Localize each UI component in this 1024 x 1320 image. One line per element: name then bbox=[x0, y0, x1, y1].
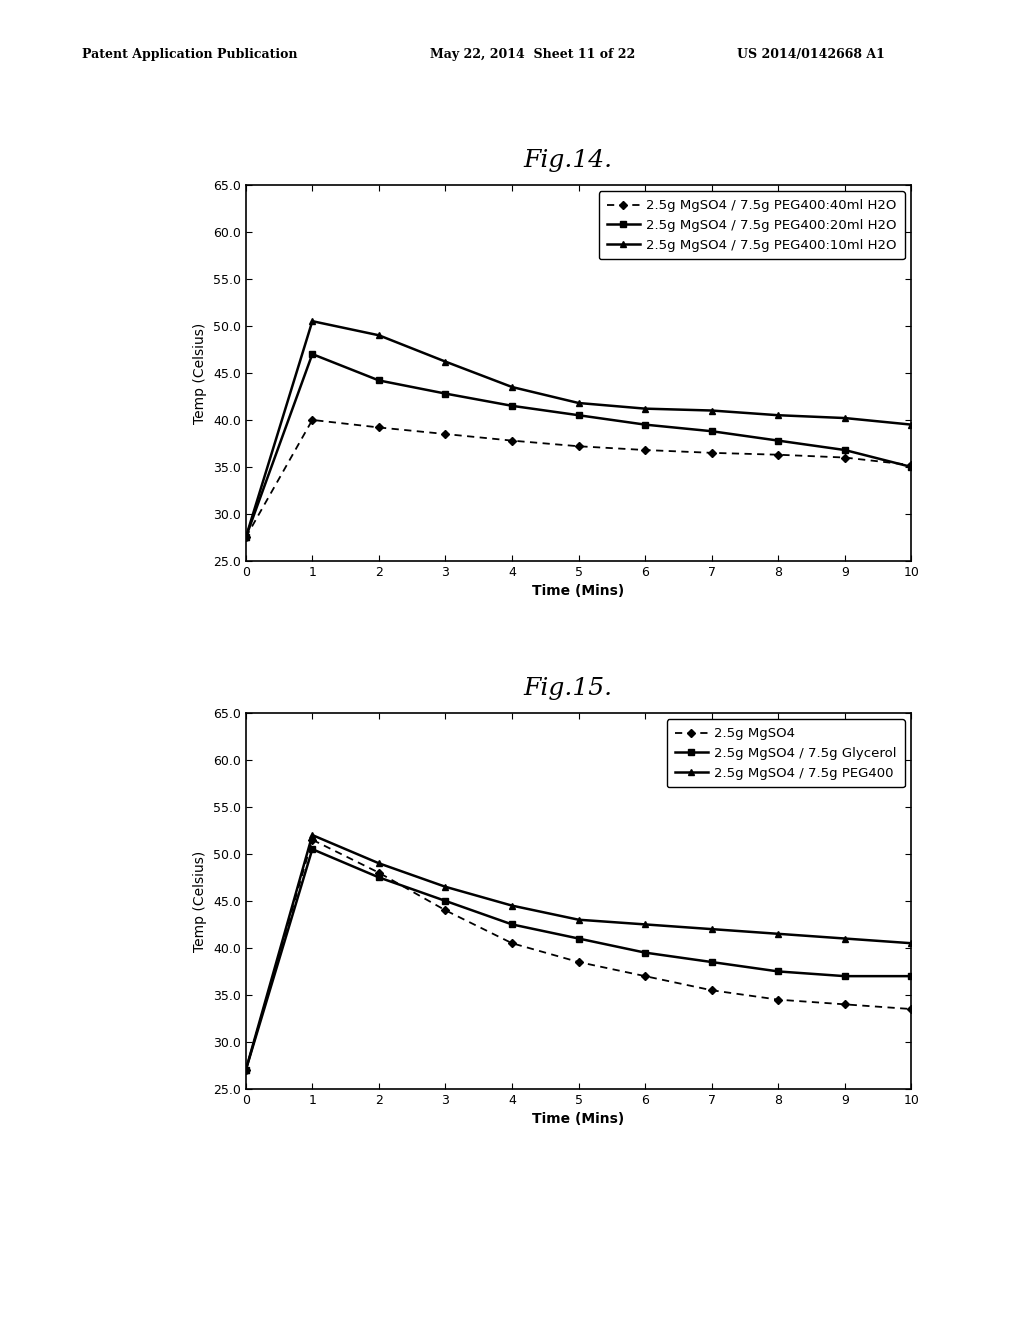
2.5g MgSO4 / 7.5g PEG400:20ml H2O bbox=[839, 442, 851, 458]
2.5g MgSO4 bbox=[706, 982, 718, 998]
2.5g MgSO4 / 7.5g PEG400 bbox=[506, 898, 518, 913]
2.5g MgSO4 bbox=[506, 936, 518, 952]
2.5g MgSO4 / 7.5g PEG400:10ml H2O bbox=[839, 411, 851, 426]
2.5g MgSO4 / 7.5g Glycerol bbox=[905, 969, 918, 985]
2.5g MgSO4 / 7.5g PEG400:20ml H2O bbox=[572, 408, 585, 424]
2.5g MgSO4 / 7.5g PEG400 bbox=[373, 855, 385, 871]
2.5g MgSO4 / 7.5g Glycerol bbox=[373, 870, 385, 886]
2.5g MgSO4 bbox=[439, 903, 452, 919]
2.5g MgSO4 / 7.5g PEG400:20ml H2O bbox=[639, 417, 651, 433]
2.5g MgSO4 / 7.5g Glycerol bbox=[639, 945, 651, 961]
2.5g MgSO4 / 7.5g Glycerol bbox=[506, 916, 518, 932]
2.5g MgSO4 / 7.5g PEG400:40ml H2O bbox=[572, 438, 585, 454]
Line: 2.5g MgSO4 / 7.5g PEG400:20ml H2O: 2.5g MgSO4 / 7.5g PEG400:20ml H2O bbox=[243, 351, 914, 540]
2.5g MgSO4 / 7.5g Glycerol bbox=[772, 964, 784, 979]
Text: Fig.14.: Fig.14. bbox=[523, 149, 613, 172]
2.5g MgSO4 / 7.5g PEG400:40ml H2O bbox=[639, 442, 651, 458]
Line: 2.5g MgSO4 / 7.5g Glycerol: 2.5g MgSO4 / 7.5g Glycerol bbox=[243, 846, 914, 1073]
2.5g MgSO4 bbox=[240, 1063, 252, 1078]
2.5g MgSO4 / 7.5g PEG400:10ml H2O bbox=[905, 417, 918, 433]
2.5g MgSO4 / 7.5g PEG400:10ml H2O bbox=[306, 313, 318, 329]
2.5g MgSO4 / 7.5g PEG400:40ml H2O bbox=[439, 426, 452, 442]
Text: Patent Application Publication: Patent Application Publication bbox=[82, 48, 297, 61]
2.5g MgSO4 bbox=[572, 954, 585, 970]
2.5g MgSO4 / 7.5g Glycerol bbox=[572, 931, 585, 946]
2.5g MgSO4 / 7.5g PEG400 bbox=[772, 925, 784, 941]
2.5g MgSO4 / 7.5g Glycerol bbox=[706, 954, 718, 970]
2.5g MgSO4 / 7.5g PEG400:40ml H2O bbox=[706, 445, 718, 461]
Line: 2.5g MgSO4: 2.5g MgSO4 bbox=[243, 837, 914, 1073]
2.5g MgSO4 / 7.5g PEG400:10ml H2O bbox=[772, 408, 784, 424]
2.5g MgSO4 / 7.5g PEG400:10ml H2O bbox=[639, 401, 651, 417]
2.5g MgSO4 / 7.5g PEG400:10ml H2O bbox=[706, 403, 718, 418]
2.5g MgSO4 bbox=[639, 969, 651, 985]
2.5g MgSO4 / 7.5g PEG400:20ml H2O bbox=[306, 346, 318, 362]
2.5g MgSO4 / 7.5g PEG400:20ml H2O bbox=[506, 397, 518, 413]
2.5g MgSO4 / 7.5g PEG400:20ml H2O bbox=[772, 433, 784, 449]
2.5g MgSO4 / 7.5g PEG400:40ml H2O bbox=[839, 450, 851, 466]
2.5g MgSO4 bbox=[839, 997, 851, 1012]
2.5g MgSO4 bbox=[905, 1001, 918, 1016]
X-axis label: Time (Mins): Time (Mins) bbox=[532, 585, 625, 598]
Text: May 22, 2014  Sheet 11 of 22: May 22, 2014 Sheet 11 of 22 bbox=[430, 48, 635, 61]
2.5g MgSO4 / 7.5g PEG400 bbox=[306, 828, 318, 843]
2.5g MgSO4 / 7.5g PEG400 bbox=[439, 879, 452, 895]
2.5g MgSO4 / 7.5g Glycerol bbox=[839, 969, 851, 985]
X-axis label: Time (Mins): Time (Mins) bbox=[532, 1113, 625, 1126]
2.5g MgSO4 / 7.5g PEG400:40ml H2O bbox=[306, 412, 318, 428]
2.5g MgSO4 / 7.5g PEG400:10ml H2O bbox=[439, 354, 452, 370]
2.5g MgSO4 / 7.5g PEG400 bbox=[905, 936, 918, 952]
Y-axis label: Temp (Celsius): Temp (Celsius) bbox=[194, 850, 207, 952]
2.5g MgSO4 / 7.5g PEG400:40ml H2O bbox=[373, 420, 385, 436]
2.5g MgSO4 / 7.5g PEG400 bbox=[839, 931, 851, 946]
2.5g MgSO4 / 7.5g PEG400:20ml H2O bbox=[240, 529, 252, 545]
2.5g MgSO4 / 7.5g PEG400:20ml H2O bbox=[905, 459, 918, 475]
2.5g MgSO4 / 7.5g PEG400 bbox=[240, 1063, 252, 1078]
2.5g MgSO4 / 7.5g PEG400:40ml H2O bbox=[506, 433, 518, 449]
2.5g MgSO4 / 7.5g PEG400:10ml H2O bbox=[572, 395, 585, 411]
2.5g MgSO4 / 7.5g PEG400:10ml H2O bbox=[373, 327, 385, 343]
2.5g MgSO4 / 7.5g Glycerol bbox=[240, 1063, 252, 1078]
2.5g MgSO4 bbox=[772, 991, 784, 1007]
Text: Fig.15.: Fig.15. bbox=[523, 677, 613, 700]
Line: 2.5g MgSO4 / 7.5g PEG400: 2.5g MgSO4 / 7.5g PEG400 bbox=[243, 832, 914, 1073]
Legend: 2.5g MgSO4 / 7.5g PEG400:40ml H2O, 2.5g MgSO4 / 7.5g PEG400:20ml H2O, 2.5g MgSO4: 2.5g MgSO4 / 7.5g PEG400:40ml H2O, 2.5g … bbox=[599, 191, 905, 260]
Line: 2.5g MgSO4 / 7.5g PEG400:40ml H2O: 2.5g MgSO4 / 7.5g PEG400:40ml H2O bbox=[243, 417, 914, 540]
2.5g MgSO4 / 7.5g Glycerol bbox=[439, 892, 452, 908]
2.5g MgSO4 / 7.5g Glycerol bbox=[306, 841, 318, 857]
Legend: 2.5g MgSO4, 2.5g MgSO4 / 7.5g Glycerol, 2.5g MgSO4 / 7.5g PEG400: 2.5g MgSO4, 2.5g MgSO4 / 7.5g Glycerol, … bbox=[667, 719, 905, 788]
2.5g MgSO4 / 7.5g PEG400:20ml H2O bbox=[373, 372, 385, 388]
2.5g MgSO4 bbox=[373, 865, 385, 880]
2.5g MgSO4 / 7.5g PEG400:20ml H2O bbox=[439, 385, 452, 401]
2.5g MgSO4 / 7.5g PEG400 bbox=[572, 912, 585, 928]
2.5g MgSO4 / 7.5g PEG400:40ml H2O bbox=[905, 457, 918, 473]
2.5g MgSO4 / 7.5g PEG400:10ml H2O bbox=[240, 529, 252, 545]
Text: US 2014/0142668 A1: US 2014/0142668 A1 bbox=[737, 48, 885, 61]
2.5g MgSO4 / 7.5g PEG400 bbox=[639, 916, 651, 932]
2.5g MgSO4 / 7.5g PEG400:40ml H2O bbox=[240, 529, 252, 545]
Y-axis label: Temp (Celsius): Temp (Celsius) bbox=[194, 322, 207, 424]
2.5g MgSO4 / 7.5g PEG400 bbox=[706, 921, 718, 937]
2.5g MgSO4 / 7.5g PEG400:20ml H2O bbox=[706, 424, 718, 440]
Line: 2.5g MgSO4 / 7.5g PEG400:10ml H2O: 2.5g MgSO4 / 7.5g PEG400:10ml H2O bbox=[243, 318, 914, 541]
2.5g MgSO4 bbox=[306, 832, 318, 847]
2.5g MgSO4 / 7.5g PEG400:10ml H2O bbox=[506, 379, 518, 395]
2.5g MgSO4 / 7.5g PEG400:40ml H2O bbox=[772, 446, 784, 462]
